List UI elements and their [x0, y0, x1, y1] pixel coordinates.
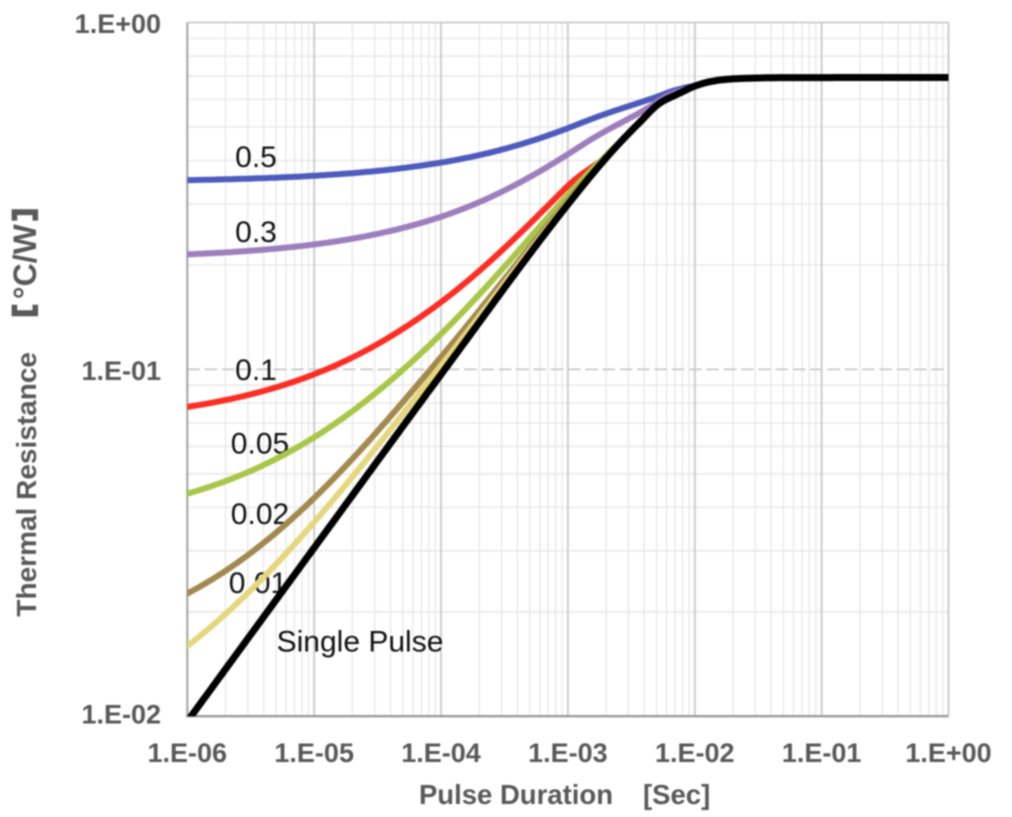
svg-text:1.E+00: 1.E+00 — [905, 738, 991, 768]
svg-text:0.02: 0.02 — [231, 498, 289, 531]
svg-text:Single Pulse: Single Pulse — [277, 626, 444, 659]
svg-text:1.E-02: 1.E-02 — [655, 738, 735, 768]
svg-text:Pulse Duration: Pulse Duration — [419, 779, 613, 810]
svg-text:Thermal Resistance: Thermal Resistance — [11, 352, 42, 617]
svg-text:0.1: 0.1 — [235, 354, 277, 387]
svg-text:0.3: 0.3 — [235, 216, 277, 249]
svg-text:1.E-01: 1.E-01 — [782, 738, 862, 768]
svg-text:1.E+00: 1.E+00 — [75, 9, 161, 39]
svg-text:0.5: 0.5 — [235, 141, 277, 174]
svg-text:1.E-02: 1.E-02 — [81, 700, 161, 730]
svg-text:1.E-03: 1.E-03 — [528, 738, 608, 768]
svg-text:[Sec]: [Sec] — [643, 779, 710, 810]
svg-text:1.E-04: 1.E-04 — [401, 738, 481, 768]
svg-text:1.E-01: 1.E-01 — [81, 356, 161, 386]
svg-text:°C/W: °C/W — [7, 223, 43, 299]
svg-text:1.E-05: 1.E-05 — [274, 738, 354, 768]
svg-text:1.E-06: 1.E-06 — [148, 738, 228, 768]
